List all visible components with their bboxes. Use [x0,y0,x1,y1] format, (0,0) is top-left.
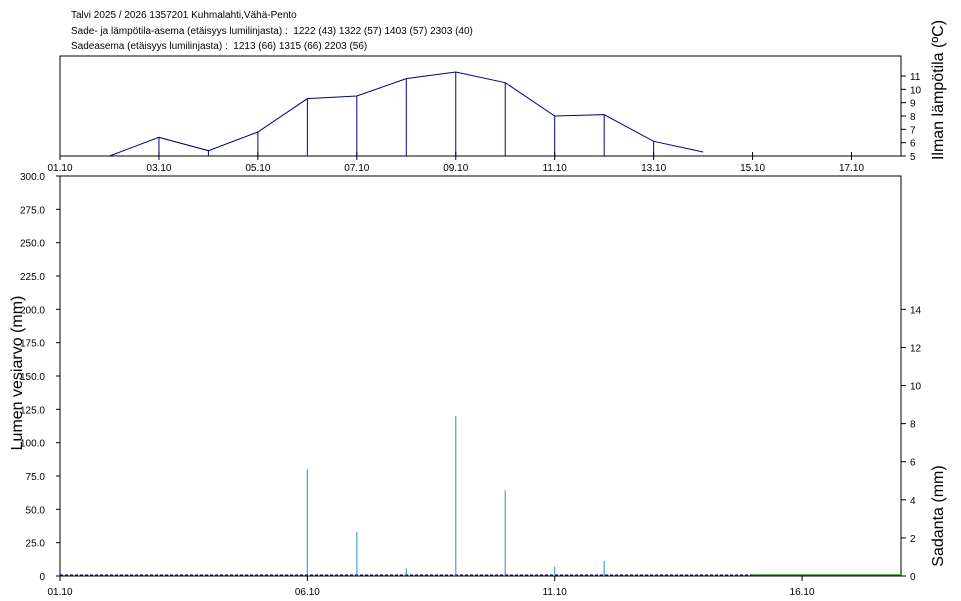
temperature-plot-frame [59,55,902,157]
snow-ytick-label: 150.0 [20,372,45,383]
temperature-xtick-label: 11.10 [543,163,568,174]
snow-ytick-label: 75.0 [26,472,46,483]
snow-axis-label: Lumen vesiarvo (mm) [9,296,26,451]
temperature-axis-label: Ilman lämpötila (ºC) [930,20,947,160]
snow-xtick-label: 06.10 [295,587,320,598]
snow-ytick-label: 0 [39,572,45,583]
snow-ytick-label: 300.0 [20,172,45,183]
snow-ytick-label: 275.0 [20,205,45,216]
temperature-ytick-label: 6 [910,139,916,150]
station-info-precipitation: Sadeasema (etäisyys lumilinjasta) : 1213… [71,41,368,52]
snow-xtick-label: 11.10 [543,587,568,598]
snow-xtick-label: 16.10 [790,587,815,598]
temperature-xtick-label: 03.10 [146,163,171,174]
temperature-ytick-label: 7 [910,125,916,136]
snow-ytick-label: 200.0 [20,305,45,316]
temperature-xtick-label: 07.10 [344,163,369,174]
snow-ytick-label: 225.0 [20,272,45,283]
precipitation-ytick-label: 12 [910,343,922,354]
precipitation-ytick-label: 2 [910,534,916,545]
temperature-xtick-label: 09.10 [443,163,468,174]
temperature-ytick-label: 5 [910,152,916,163]
snow-ytick-label: 100.0 [20,439,45,450]
temperature-ytick-label: 11 [910,72,921,83]
temperature-xtick-label: 15.10 [740,163,765,174]
precipitation-ytick-label: 8 [910,420,916,431]
snow-ytick-label: 250.0 [20,239,45,250]
temperature-xtick-label: 05.10 [245,163,270,174]
temperature-xtick-label: 01.10 [47,163,72,174]
snow-ytick-label: 125.0 [20,405,45,416]
precipitation-ytick-label: 14 [910,305,922,316]
temperature-ytick-label: 9 [910,99,916,110]
snow-xtick-label: 01.10 [47,587,72,598]
snow-ytick-label: 175.0 [20,339,45,350]
temperature-xtick-label: 17.10 [839,163,864,174]
station-info-temperature: Sade- ja lämpötila-asema (etäisyys lumil… [71,26,473,37]
precipitation-ytick-label: 10 [910,382,922,393]
temperature-ytick-label: 10 [910,85,922,96]
precipitation-ytick-label: 0 [910,572,916,583]
precipitation-ytick-label: 6 [910,458,916,469]
temperature-ytick-label: 8 [910,112,916,123]
snow-plot-frame [59,175,902,577]
temperature-xtick-label: 13.10 [641,163,666,174]
chart-title: Talvi 2025 / 2026 1357201 Kuhmalahti,Väh… [71,10,297,21]
snow-ytick-label: 25.0 [26,539,46,550]
snow-ytick-label: 50.0 [26,505,46,516]
precipitation-axis-label: Sadanta (mm) [930,465,947,566]
precipitation-ytick-label: 4 [910,496,916,507]
